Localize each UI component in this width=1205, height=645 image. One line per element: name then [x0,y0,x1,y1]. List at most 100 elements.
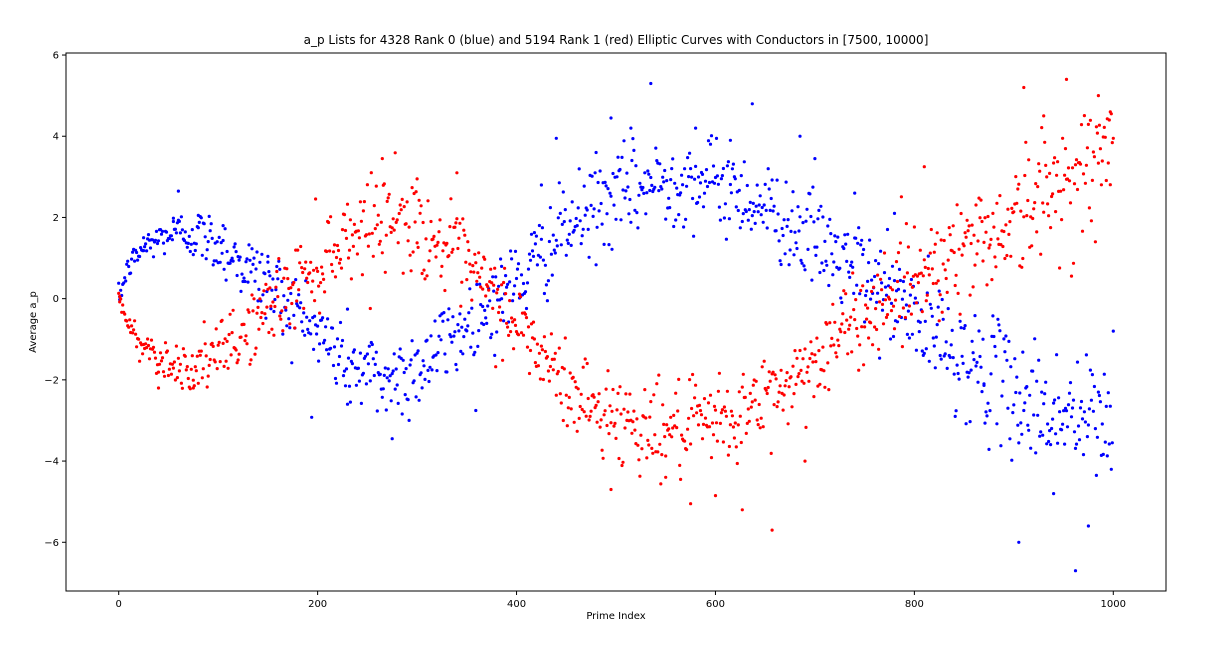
data-point [796,205,800,209]
data-point [1101,452,1105,456]
data-point [722,216,727,220]
data-point [664,217,668,221]
data-point [473,252,477,256]
data-point [836,235,840,239]
data-point [792,253,796,257]
data-point [814,253,818,257]
data-point [1040,390,1044,394]
data-point [802,381,806,385]
data-point [1095,435,1099,439]
data-point [557,181,561,185]
data-point [717,371,722,375]
data-point [973,314,977,318]
data-point [803,459,807,463]
data-point [425,274,429,278]
data-point [174,231,178,235]
data-point [534,234,539,238]
data-point [991,211,995,215]
data-point [345,307,350,311]
data-point [1084,163,1088,167]
data-point [519,331,524,335]
data-point [315,332,319,336]
data-point [874,307,878,311]
data-point [407,418,411,422]
data-point [614,436,618,440]
data-point [960,253,964,257]
data-point [686,156,690,160]
data-point [217,235,221,239]
data-point [540,226,545,230]
data-point [1018,391,1022,395]
data-point [179,381,183,385]
data-point [804,219,808,223]
data-point [857,368,861,372]
data-point [478,282,482,286]
data-point [975,360,979,364]
data-point [878,300,882,304]
data-point [750,214,754,218]
data-point [796,375,800,379]
data-point [389,230,393,234]
data-point [490,281,494,285]
data-point [287,317,291,321]
data-point [555,244,559,248]
data-point [959,211,963,216]
data-point [729,409,734,413]
data-point [914,348,919,352]
data-point [338,320,343,325]
data-point [1106,161,1110,165]
data-point [653,185,657,189]
data-point [660,187,664,191]
data-point [265,305,269,309]
data-point [474,261,478,265]
data-point [875,327,879,332]
data-point [158,351,163,355]
data-point [964,235,968,239]
data-point [881,322,886,326]
data-point [719,411,724,415]
data-point [335,243,340,248]
data-point [624,392,628,396]
data-point [988,243,992,247]
data-point [785,371,789,375]
data-point [610,409,614,413]
data-point [647,443,651,447]
data-point [180,386,184,390]
data-point [519,273,524,277]
data-point [766,167,770,171]
data-point [461,352,465,356]
data-point [694,383,698,387]
data-point [1024,140,1028,144]
data-point [880,281,884,285]
data-point [1009,365,1013,369]
data-point [231,259,235,263]
data-point [762,203,766,207]
data-point [842,246,846,251]
data-point [300,320,304,324]
data-point [622,139,626,143]
data-point [507,333,511,337]
data-point [210,236,214,240]
data-point [982,240,986,244]
data-point [426,199,430,203]
data-point [421,359,425,363]
data-point [1108,183,1112,187]
data-point [759,213,763,217]
data-point [288,322,292,326]
data-point [699,413,704,417]
data-point [211,263,215,267]
data-point [563,336,567,340]
data-point [900,345,905,349]
data-point [243,339,247,343]
data-point [552,357,556,361]
data-point [276,277,280,281]
data-point [259,315,263,320]
data-point [991,314,995,318]
data-point [145,249,149,253]
data-point [460,280,464,284]
data-point [371,254,375,258]
data-point [547,239,552,244]
data-point [1021,350,1025,354]
data-point [323,290,327,294]
data-point [847,327,851,331]
